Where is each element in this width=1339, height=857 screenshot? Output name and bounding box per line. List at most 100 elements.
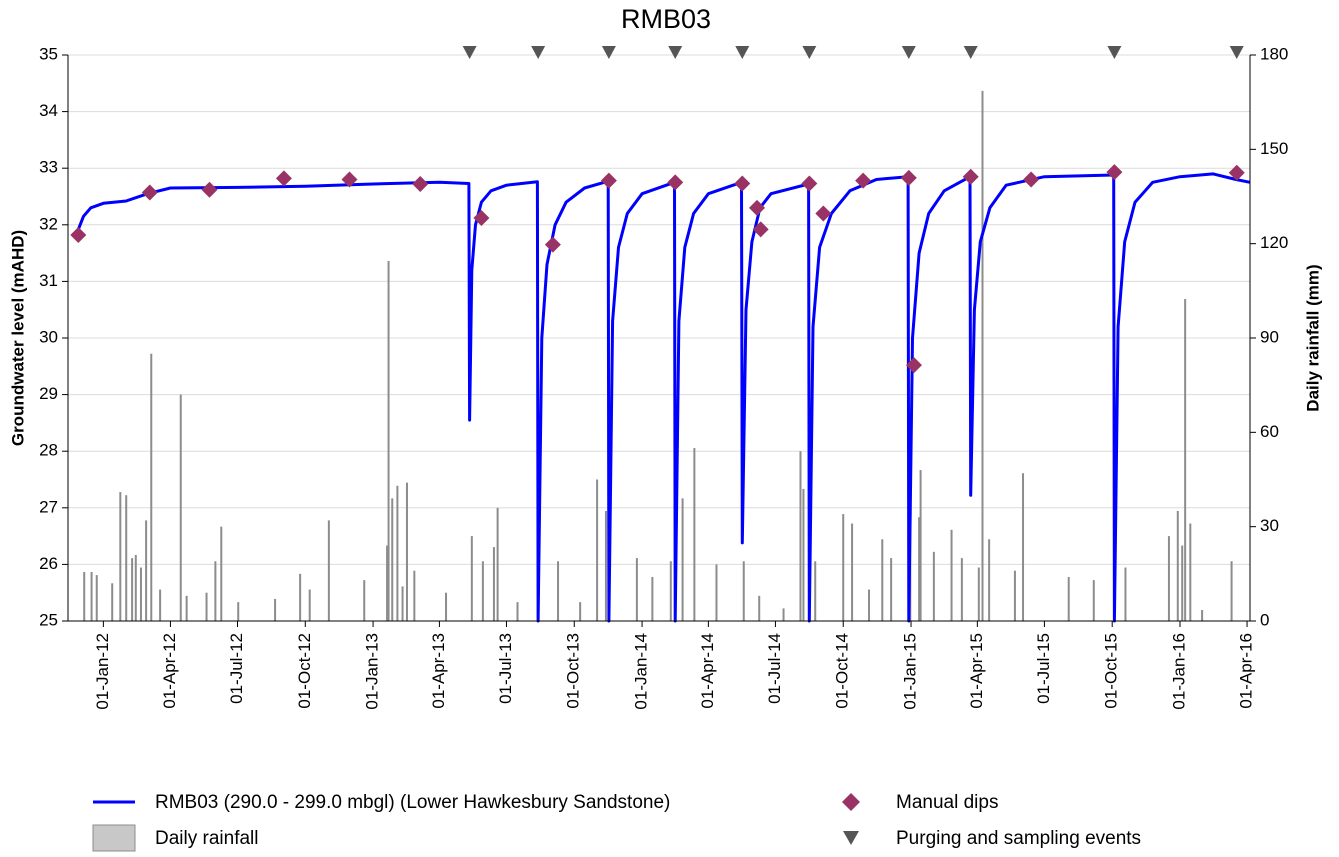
rain-bar <box>742 561 745 621</box>
rain-bar <box>1092 580 1095 621</box>
rain-bar <box>758 595 761 621</box>
y-tick-label: 35 <box>39 44 58 63</box>
rain-bar <box>604 510 607 621</box>
rain-bar <box>981 90 984 621</box>
rain-bar <box>1176 510 1179 621</box>
legend-swatch <box>92 824 136 852</box>
manual-dip <box>70 226 87 243</box>
rain-bar <box>1167 536 1170 621</box>
rain-bar <box>274 598 277 621</box>
rain-bar <box>1022 473 1025 621</box>
legend-label: Purging and sampling events <box>896 828 1141 849</box>
x-tick-label: 01-Oct-13 <box>564 633 583 709</box>
rain-bar <box>715 564 718 621</box>
rain-bar <box>387 260 390 621</box>
rain-bar <box>205 592 208 621</box>
x-tick-label: 01-Jan-15 <box>901 633 920 710</box>
rain-bar <box>516 602 519 621</box>
y-tick-label: 29 <box>39 384 58 403</box>
rain-bar <box>220 526 223 621</box>
rain-bar <box>363 580 366 621</box>
sampling-event <box>601 46 616 59</box>
rain-bar <box>919 470 922 621</box>
sampling-event <box>1229 46 1244 59</box>
manual-dip <box>749 199 766 216</box>
x-tick-label: 01-Jul-14 <box>765 633 784 704</box>
y2-axis-title: Daily rainfall (mm) <box>1303 264 1322 411</box>
manual-dip <box>815 205 832 222</box>
manual-dip <box>275 170 292 187</box>
manual-dip <box>752 221 769 238</box>
x-tick-label: 01-Oct-15 <box>1102 633 1121 709</box>
y2-tick-label: 150 <box>1260 139 1288 158</box>
rain-bar <box>131 558 134 621</box>
legend-swatch <box>843 831 859 845</box>
y-tick-label: 34 <box>39 101 58 120</box>
rain-bar <box>960 558 963 621</box>
rain-bar <box>391 498 394 621</box>
rain-bar <box>159 589 162 621</box>
y-tick-label: 26 <box>39 554 58 573</box>
sampling-event <box>462 46 477 59</box>
sampling-event <box>668 46 683 59</box>
x-tick-label: 01-Apr-15 <box>967 633 986 709</box>
rain-bar <box>814 561 817 621</box>
rain-bar <box>150 353 153 621</box>
rain-bar <box>918 517 921 621</box>
legend-swatch <box>842 793 860 811</box>
manual-dip <box>734 175 751 192</box>
manual-dip <box>341 171 358 188</box>
rain-bar <box>1230 561 1233 621</box>
sampling-event <box>531 46 546 59</box>
x-tick-label: 01-Jan-13 <box>363 633 382 710</box>
rain-bar <box>799 451 802 621</box>
y-tick-label: 25 <box>39 610 58 629</box>
rain-bar <box>557 561 560 621</box>
manual-dip <box>473 210 490 227</box>
x-tick-label: 01-Oct-14 <box>833 633 852 709</box>
y-axis-title: Groundwater level (mAHD) <box>8 230 27 446</box>
chart-title: RMB03 <box>621 4 711 34</box>
x-tick-label: 01-Jan-12 <box>93 633 112 710</box>
rain-bar <box>988 539 991 621</box>
x-tick-label: 01-Jul-13 <box>496 633 515 704</box>
rain-bar <box>596 479 599 621</box>
x-tick-label: 01-Jan-14 <box>632 633 651 710</box>
rain-bar <box>842 514 845 621</box>
manual-dip <box>600 172 617 189</box>
legend-label: RMB03 (290.0 - 299.0 mbgl) (Lower Hawkes… <box>155 792 670 813</box>
rain-bar <box>413 570 416 621</box>
rain-bar <box>214 561 217 621</box>
legend-label: Manual dips <box>896 792 998 813</box>
rain-bar <box>1013 570 1016 621</box>
x-tick-label: 01-Apr-12 <box>160 633 179 709</box>
rain-bar <box>125 495 128 621</box>
y-tick-label: 33 <box>39 158 58 177</box>
rain-bar <box>134 554 137 621</box>
x-tick-label: 01-Oct-12 <box>295 633 314 709</box>
rain-bar <box>681 498 684 621</box>
x-tick-label: 01-Apr-14 <box>698 633 717 709</box>
x-tick-label: 01-Jul-12 <box>227 633 246 704</box>
y-tick-label: 30 <box>39 327 58 346</box>
rain-bar <box>445 592 448 621</box>
rain-bar <box>693 448 696 621</box>
manual-dip <box>1228 164 1245 181</box>
sampling-event <box>735 46 750 59</box>
rain-bar <box>635 558 638 621</box>
rain-bar <box>145 520 148 621</box>
rain-bar <box>890 558 893 621</box>
rain-bar <box>932 551 935 621</box>
rain-bar <box>470 536 473 621</box>
rain-bar <box>308 589 311 621</box>
legend-label: Daily rainfall <box>155 828 258 849</box>
rain-bar <box>1184 299 1187 621</box>
rain-bar <box>669 561 672 621</box>
rain-bar <box>868 589 871 621</box>
manual-dip <box>855 172 872 189</box>
rain-bar <box>396 485 399 621</box>
rain-bar <box>405 482 408 621</box>
rain-bar <box>579 602 582 621</box>
rain-bar <box>1201 609 1204 621</box>
